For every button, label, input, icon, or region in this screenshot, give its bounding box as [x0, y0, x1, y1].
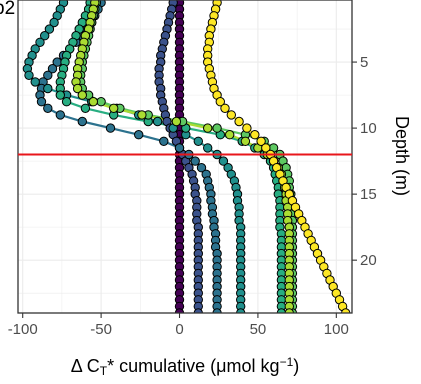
x-tick-label: 50: [250, 321, 267, 338]
series-7-point: [171, 116, 182, 127]
x-axis-title: Δ CT* cumulative (μmol kg−1): [71, 355, 300, 378]
series-4-point: [40, 31, 50, 41]
series-7-point: [203, 123, 213, 133]
x-tick-label: -100: [8, 321, 38, 338]
y-axis-title: Depth (m): [392, 116, 412, 196]
series-7-point: [137, 110, 147, 120]
panel-tag: b2: [0, 0, 15, 19]
series-7-point: [88, 97, 99, 107]
x-tick-label: 0: [175, 321, 183, 338]
series-4-point: [152, 116, 163, 127]
series-8-point: [220, 103, 230, 114]
series-7-point: [240, 136, 251, 147]
series-3-point: [47, 64, 58, 74]
series-7-point: [72, 83, 83, 94]
series-8-point: [226, 110, 237, 120]
series-3-point: [159, 136, 169, 147]
x-tick-label: 100: [324, 321, 349, 338]
y-tick-label: 15: [360, 186, 377, 203]
series-4-point: [49, 17, 59, 28]
series-7-point: [109, 103, 119, 114]
series-line-5: [59, 0, 283, 313]
series-5-point: [61, 97, 72, 107]
series-4-point: [193, 136, 204, 147]
series-3-point: [105, 123, 116, 133]
series-3-point: [77, 116, 88, 127]
series-6-point: [212, 123, 222, 133]
series-3-point: [196, 163, 207, 173]
series-8-point: [256, 136, 266, 147]
series-3-point: [134, 130, 144, 140]
series-8-point: [261, 143, 271, 153]
series-4-point: [43, 83, 53, 94]
axes: -100 -50 0 50 100 5 10 15 20: [8, 54, 377, 338]
series-4-point: [44, 24, 55, 34]
series-5-point: [55, 90, 65, 100]
series-3-point: [190, 156, 200, 166]
y-tick-label: 5: [360, 54, 368, 71]
series-8-point: [242, 123, 252, 133]
series-4-point: [24, 70, 34, 81]
series-6-point: [96, 97, 106, 107]
x-tick-label: -50: [90, 321, 112, 338]
series-7-point: [77, 90, 88, 100]
series-8-point: [215, 97, 226, 107]
series-7-point: [225, 130, 235, 140]
series-3-point: [36, 97, 47, 107]
series-3-point: [43, 70, 53, 81]
data-series-layer: [22, 0, 351, 313]
series-4-point: [35, 37, 45, 47]
series-8-point: [234, 116, 244, 127]
y-tick-label: 10: [360, 120, 377, 137]
plot-panel-border: [17, 0, 353, 314]
series-3-point: [174, 143, 185, 153]
series-3-point: [55, 110, 65, 120]
series-4-point: [218, 156, 229, 166]
y-tick-label: 20: [360, 252, 377, 269]
series-4-point: [203, 143, 213, 153]
series-4-point: [30, 77, 40, 87]
series-5-point: [80, 103, 91, 114]
series-8-point: [250, 130, 260, 140]
series-3-point: [43, 103, 53, 114]
